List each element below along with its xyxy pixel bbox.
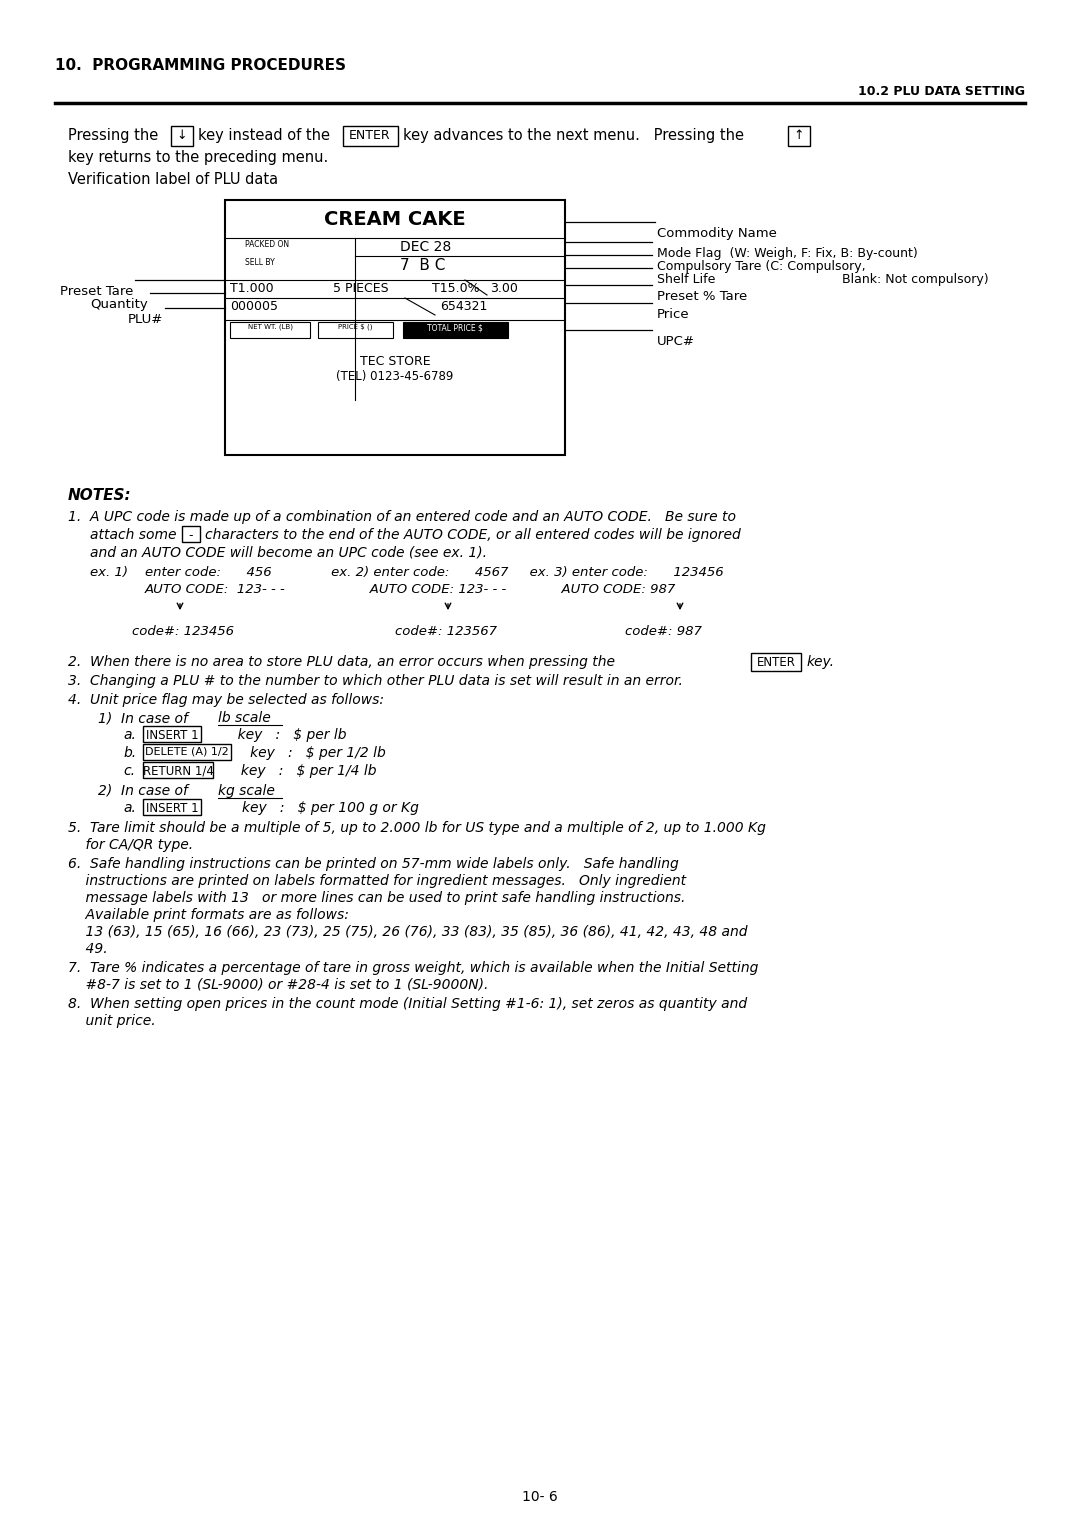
Text: Verification label of PLU data: Verification label of PLU data — [68, 173, 279, 186]
Text: instructions are printed on labels formatted for ingredient messages.   Only ing: instructions are printed on labels forma… — [68, 874, 686, 888]
Bar — [343, 125, 399, 147]
Text: a.: a. — [123, 801, 136, 814]
Text: T15.0%: T15.0% — [432, 283, 480, 295]
Text: 4.  Unit price flag may be selected as follows:: 4. Unit price flag may be selected as fo… — [68, 694, 384, 707]
Text: INSERT 1: INSERT 1 — [146, 802, 199, 814]
Text: ↑: ↑ — [794, 128, 805, 142]
Text: ↓: ↓ — [177, 128, 187, 142]
Text: kg scale: kg scale — [218, 784, 275, 798]
Text: code#: 123456: code#: 123456 — [132, 625, 234, 639]
Text: 5.  Tare limit should be a multiple of 5, up to 2.000 lb for US type and a multi: 5. Tare limit should be a multiple of 5,… — [68, 821, 766, 834]
Text: DELETE (A) 1/2: DELETE (A) 1/2 — [145, 747, 229, 756]
Text: b.: b. — [123, 746, 136, 759]
Text: Quantity: Quantity — [91, 298, 148, 312]
Text: ex. 1)    enter code:      456              ex. 2) enter code:      4567     ex.: ex. 1) enter code: 456 ex. 2) enter code… — [90, 565, 724, 579]
Text: 2.  When there is no area to store PLU data, an error occurs when pressing the: 2. When there is no area to store PLU da… — [68, 656, 615, 669]
Text: a.: a. — [123, 727, 136, 743]
Text: 6.  Safe handling instructions can be printed on 57-mm wide labels only.   Safe : 6. Safe handling instructions can be pri… — [68, 857, 678, 871]
Text: Pressing the: Pressing the — [68, 128, 159, 144]
Text: key advances to the next menu.   Pressing the: key advances to the next menu. Pressing … — [403, 128, 744, 144]
Text: NET WT. (LB): NET WT. (LB) — [247, 322, 293, 330]
Text: unit price.: unit price. — [68, 1015, 156, 1028]
Bar — [143, 744, 231, 759]
Text: message labels with 13   or more lines can be used to print safe handling instru: message labels with 13 or more lines can… — [68, 891, 686, 905]
Text: PACKED ON: PACKED ON — [245, 240, 289, 249]
Text: NOTES:: NOTES: — [68, 487, 132, 503]
Text: Price: Price — [657, 309, 690, 321]
Text: key returns to the preceding menu.: key returns to the preceding menu. — [68, 150, 328, 165]
Text: key   :   $ per 1/2 lb: key : $ per 1/2 lb — [237, 746, 386, 759]
Bar — [183, 526, 200, 542]
Text: code#: 987: code#: 987 — [625, 625, 702, 639]
Text: 8.  When setting open prices in the count mode (Initial Setting #1-6: 1), set ze: 8. When setting open prices in the count… — [68, 996, 747, 1012]
Text: 10.2 PLU DATA SETTING: 10.2 PLU DATA SETTING — [858, 86, 1025, 98]
Text: 1)  In case of: 1) In case of — [98, 711, 192, 724]
Text: and an AUTO CODE will become an UPC code (see ex. 1).: and an AUTO CODE will become an UPC code… — [90, 545, 487, 559]
Bar — [143, 762, 213, 778]
Text: 654321: 654321 — [440, 299, 487, 313]
Bar — [788, 125, 810, 147]
Text: for CA/QR type.: for CA/QR type. — [68, 837, 193, 853]
Text: ENTER: ENTER — [757, 656, 796, 669]
Text: lb scale: lb scale — [218, 711, 271, 724]
Text: key   :   $ per 100 g or Kg: key : $ per 100 g or Kg — [207, 801, 419, 814]
Bar — [403, 322, 508, 338]
Text: Compulsory Tare (C: Compulsory,: Compulsory Tare (C: Compulsory, — [657, 260, 866, 274]
Text: Available print formats are as follows:: Available print formats are as follows: — [68, 908, 349, 921]
Text: 13 (63), 15 (65), 16 (66), 23 (73), 25 (75), 26 (76), 33 (83), 35 (85), 36 (86),: 13 (63), 15 (65), 16 (66), 23 (73), 25 (… — [68, 924, 747, 940]
Text: Preset Tare: Preset Tare — [59, 286, 133, 298]
Text: Shelf Life: Shelf Life — [657, 274, 715, 286]
Text: TEC STORE: TEC STORE — [360, 354, 430, 368]
Text: ENTER: ENTER — [349, 128, 391, 142]
Text: key   :   $ per lb: key : $ per lb — [207, 727, 347, 743]
Bar — [751, 652, 801, 671]
Text: 10- 6: 10- 6 — [522, 1490, 558, 1504]
Text: AUTO CODE:  123- - -                    AUTO CODE: 123- - -             AUTO COD: AUTO CODE: 123- - - AUTO CODE: 123- - - … — [145, 584, 676, 596]
Text: T1.000: T1.000 — [230, 283, 273, 295]
Text: code#: 123567: code#: 123567 — [395, 625, 497, 639]
Bar — [171, 125, 193, 147]
Text: Mode Flag  (W: Weigh, F: Fix, B: By-count): Mode Flag (W: Weigh, F: Fix, B: By-count… — [657, 248, 918, 260]
Text: 3.  Changing a PLU # to the number to which other PLU data is set will result in: 3. Changing a PLU # to the number to whi… — [68, 674, 683, 688]
Text: PRICE $ (): PRICE $ () — [338, 322, 373, 330]
Text: INSERT 1: INSERT 1 — [146, 729, 199, 743]
Text: key instead of the: key instead of the — [198, 128, 330, 144]
Text: characters to the end of the AUTO CODE, or all entered codes will be ignored: characters to the end of the AUTO CODE, … — [205, 529, 741, 542]
Text: (TEL) 0123-45-6789: (TEL) 0123-45-6789 — [336, 370, 454, 384]
Text: 3.00: 3.00 — [490, 283, 518, 295]
Text: Blank: Not compulsory): Blank: Not compulsory) — [842, 274, 988, 286]
Text: 5 PIECES: 5 PIECES — [333, 283, 389, 295]
Text: 7.  Tare % indicates a percentage of tare in gross weight, which is available wh: 7. Tare % indicates a percentage of tare… — [68, 961, 758, 975]
Text: 000005: 000005 — [230, 299, 278, 313]
Text: key.: key. — [807, 656, 835, 669]
Text: key   :   $ per 1/4 lb: key : $ per 1/4 lb — [219, 764, 377, 778]
Bar — [143, 799, 201, 814]
Text: SELL BY: SELL BY — [245, 258, 274, 267]
Bar — [318, 322, 393, 338]
Text: attach some: attach some — [90, 529, 176, 542]
Text: DEC 28: DEC 28 — [400, 240, 451, 254]
Text: PLU#: PLU# — [127, 313, 163, 325]
Bar — [230, 322, 310, 338]
Bar — [225, 200, 565, 455]
Text: Preset % Tare: Preset % Tare — [657, 290, 747, 303]
Text: CREAM CAKE: CREAM CAKE — [324, 209, 465, 229]
Text: 7  B C: 7 B C — [400, 258, 445, 274]
Text: RETURN 1/4: RETURN 1/4 — [143, 766, 214, 778]
Bar — [143, 726, 201, 743]
Text: c.: c. — [123, 764, 135, 778]
Text: 49.: 49. — [68, 941, 108, 957]
Text: TOTAL PRICE $: TOTAL PRICE $ — [427, 322, 483, 332]
Text: -: - — [189, 529, 193, 542]
Text: 1.  A UPC code is made up of a combination of an entered code and an AUTO CODE. : 1. A UPC code is made up of a combinatio… — [68, 510, 735, 524]
Text: UPC#: UPC# — [657, 335, 696, 348]
Text: Commodity Name: Commodity Name — [657, 228, 777, 240]
Text: 2)  In case of: 2) In case of — [98, 784, 192, 798]
Text: #8-7 is set to 1 (SL-9000) or #28-4 is set to 1 (SL-9000N).: #8-7 is set to 1 (SL-9000) or #28-4 is s… — [68, 978, 488, 992]
Text: 10.  PROGRAMMING PROCEDURES: 10. PROGRAMMING PROCEDURES — [55, 58, 346, 73]
